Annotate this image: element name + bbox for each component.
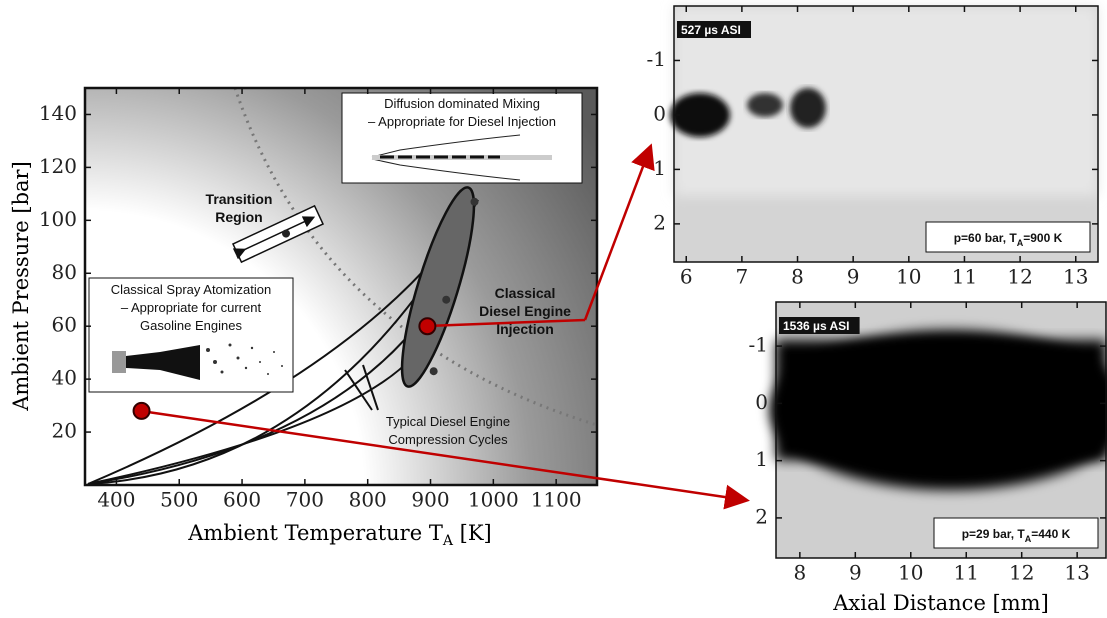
y-tick-label: -1 [749, 333, 768, 357]
y-tick-label: 40 [52, 366, 77, 390]
x-axis-label: Axial Distance [mm] [832, 591, 1049, 615]
x-tick-label: 12 [1007, 265, 1032, 289]
annotation: Compression Cycles [388, 432, 508, 447]
caption-part: A [1025, 534, 1032, 544]
data-point [429, 367, 438, 376]
x-tick-label: 11 [954, 561, 979, 585]
inset-label: 1536 µs ASI [783, 319, 850, 333]
caption: p=29 bar, TA=440 K [962, 527, 1071, 544]
caption-part: A [1017, 238, 1024, 248]
y-tick-label: 100 [39, 207, 77, 231]
y-tick-label: 1 [755, 447, 768, 471]
x-tick-label: 9 [849, 561, 862, 585]
annotation: Classical Spray Atomization [111, 282, 271, 297]
annotation: Typical Diesel Engine [386, 414, 510, 429]
y-tick-label: 140 [39, 101, 77, 125]
diesel-spray-icon [371, 134, 552, 181]
x-tick-label: 13 [1063, 265, 1088, 289]
annotation: Region [215, 209, 262, 225]
x-tick-label: 10 [896, 265, 921, 289]
y-tick-label: 0 [653, 101, 666, 125]
data-point [132, 401, 151, 420]
caption-part: p=60 bar, T [954, 231, 1018, 245]
y-tick-label: 0 [755, 390, 768, 414]
caption-part: =440 K [1031, 527, 1070, 541]
y-axis-label: Ambient Pressure [bar] [9, 161, 33, 412]
inset-label-bg [677, 21, 751, 38]
caption-part: =900 K [1023, 231, 1062, 245]
inset-label-bg [779, 317, 860, 334]
caption-box [933, 517, 1099, 549]
x-tick-label: 9 [847, 265, 860, 289]
annotation: – Appropriate for Diesel Injection [368, 114, 556, 129]
y-tick-label: -1 [647, 47, 666, 71]
panel-frame [775, 301, 1107, 559]
caption-box [925, 221, 1091, 253]
x-tick-label: 1000 [468, 488, 519, 512]
x-axis-label: Ambient Temperature TA [K] [187, 521, 491, 549]
diesel-region [400, 186, 476, 388]
annotation: – Appropriate for current [121, 300, 262, 315]
arrow [140, 409, 750, 510]
annotation: Diffusion dominated Mixing [384, 96, 540, 111]
transition-marker [231, 204, 325, 264]
arrow [583, 143, 655, 321]
y-tick-label: 60 [52, 313, 77, 337]
spray-image-bottom [770, 302, 1107, 558]
x-tick-label: 10 [898, 561, 923, 585]
inset-label: 527 µs ASI [681, 23, 741, 37]
x-tick-label: 6 [680, 265, 693, 289]
x-tick-label: 600 [223, 488, 261, 512]
y-tick-label: 120 [39, 154, 77, 178]
x-tick-label: 11 [952, 265, 977, 289]
data-point [418, 317, 437, 336]
x-tick-label: 13 [1064, 561, 1089, 585]
y-tick-label: 80 [52, 260, 77, 284]
x-tick-label: 500 [160, 488, 198, 512]
x-tick-label: 1100 [531, 488, 582, 512]
x-tick-label: 7 [736, 265, 749, 289]
gasoline-spray-icon [112, 343, 283, 380]
x-tick-label: 700 [286, 488, 324, 512]
x-tick-label: 12 [1009, 561, 1034, 585]
annotation: Gasoline Engines [140, 318, 242, 333]
x-tick-label: 400 [97, 488, 135, 512]
annotation: Classical [495, 285, 556, 301]
y-tick-label: 2 [755, 504, 768, 528]
data-point [282, 229, 291, 238]
annotation: Injection [496, 321, 554, 337]
data-point [470, 197, 479, 206]
annotation: Transition [206, 191, 273, 207]
y-tick-label: 20 [52, 419, 77, 443]
x-tick-label: 900 [411, 488, 449, 512]
arrow [426, 318, 586, 328]
x-tick-label: 8 [791, 265, 804, 289]
annotation: Diesel Engine [479, 303, 571, 319]
panel-frame [673, 5, 1099, 263]
x-tick-label: 8 [793, 561, 806, 585]
caption: p=60 bar, TA=900 K [954, 231, 1063, 248]
caption-part: p=29 bar, T [962, 527, 1026, 541]
y-tick-label: 1 [653, 156, 666, 180]
y-tick-label: 2 [653, 210, 666, 234]
data-point [442, 295, 451, 304]
diffusion-box [341, 92, 583, 184]
x-tick-label: 800 [349, 488, 387, 512]
